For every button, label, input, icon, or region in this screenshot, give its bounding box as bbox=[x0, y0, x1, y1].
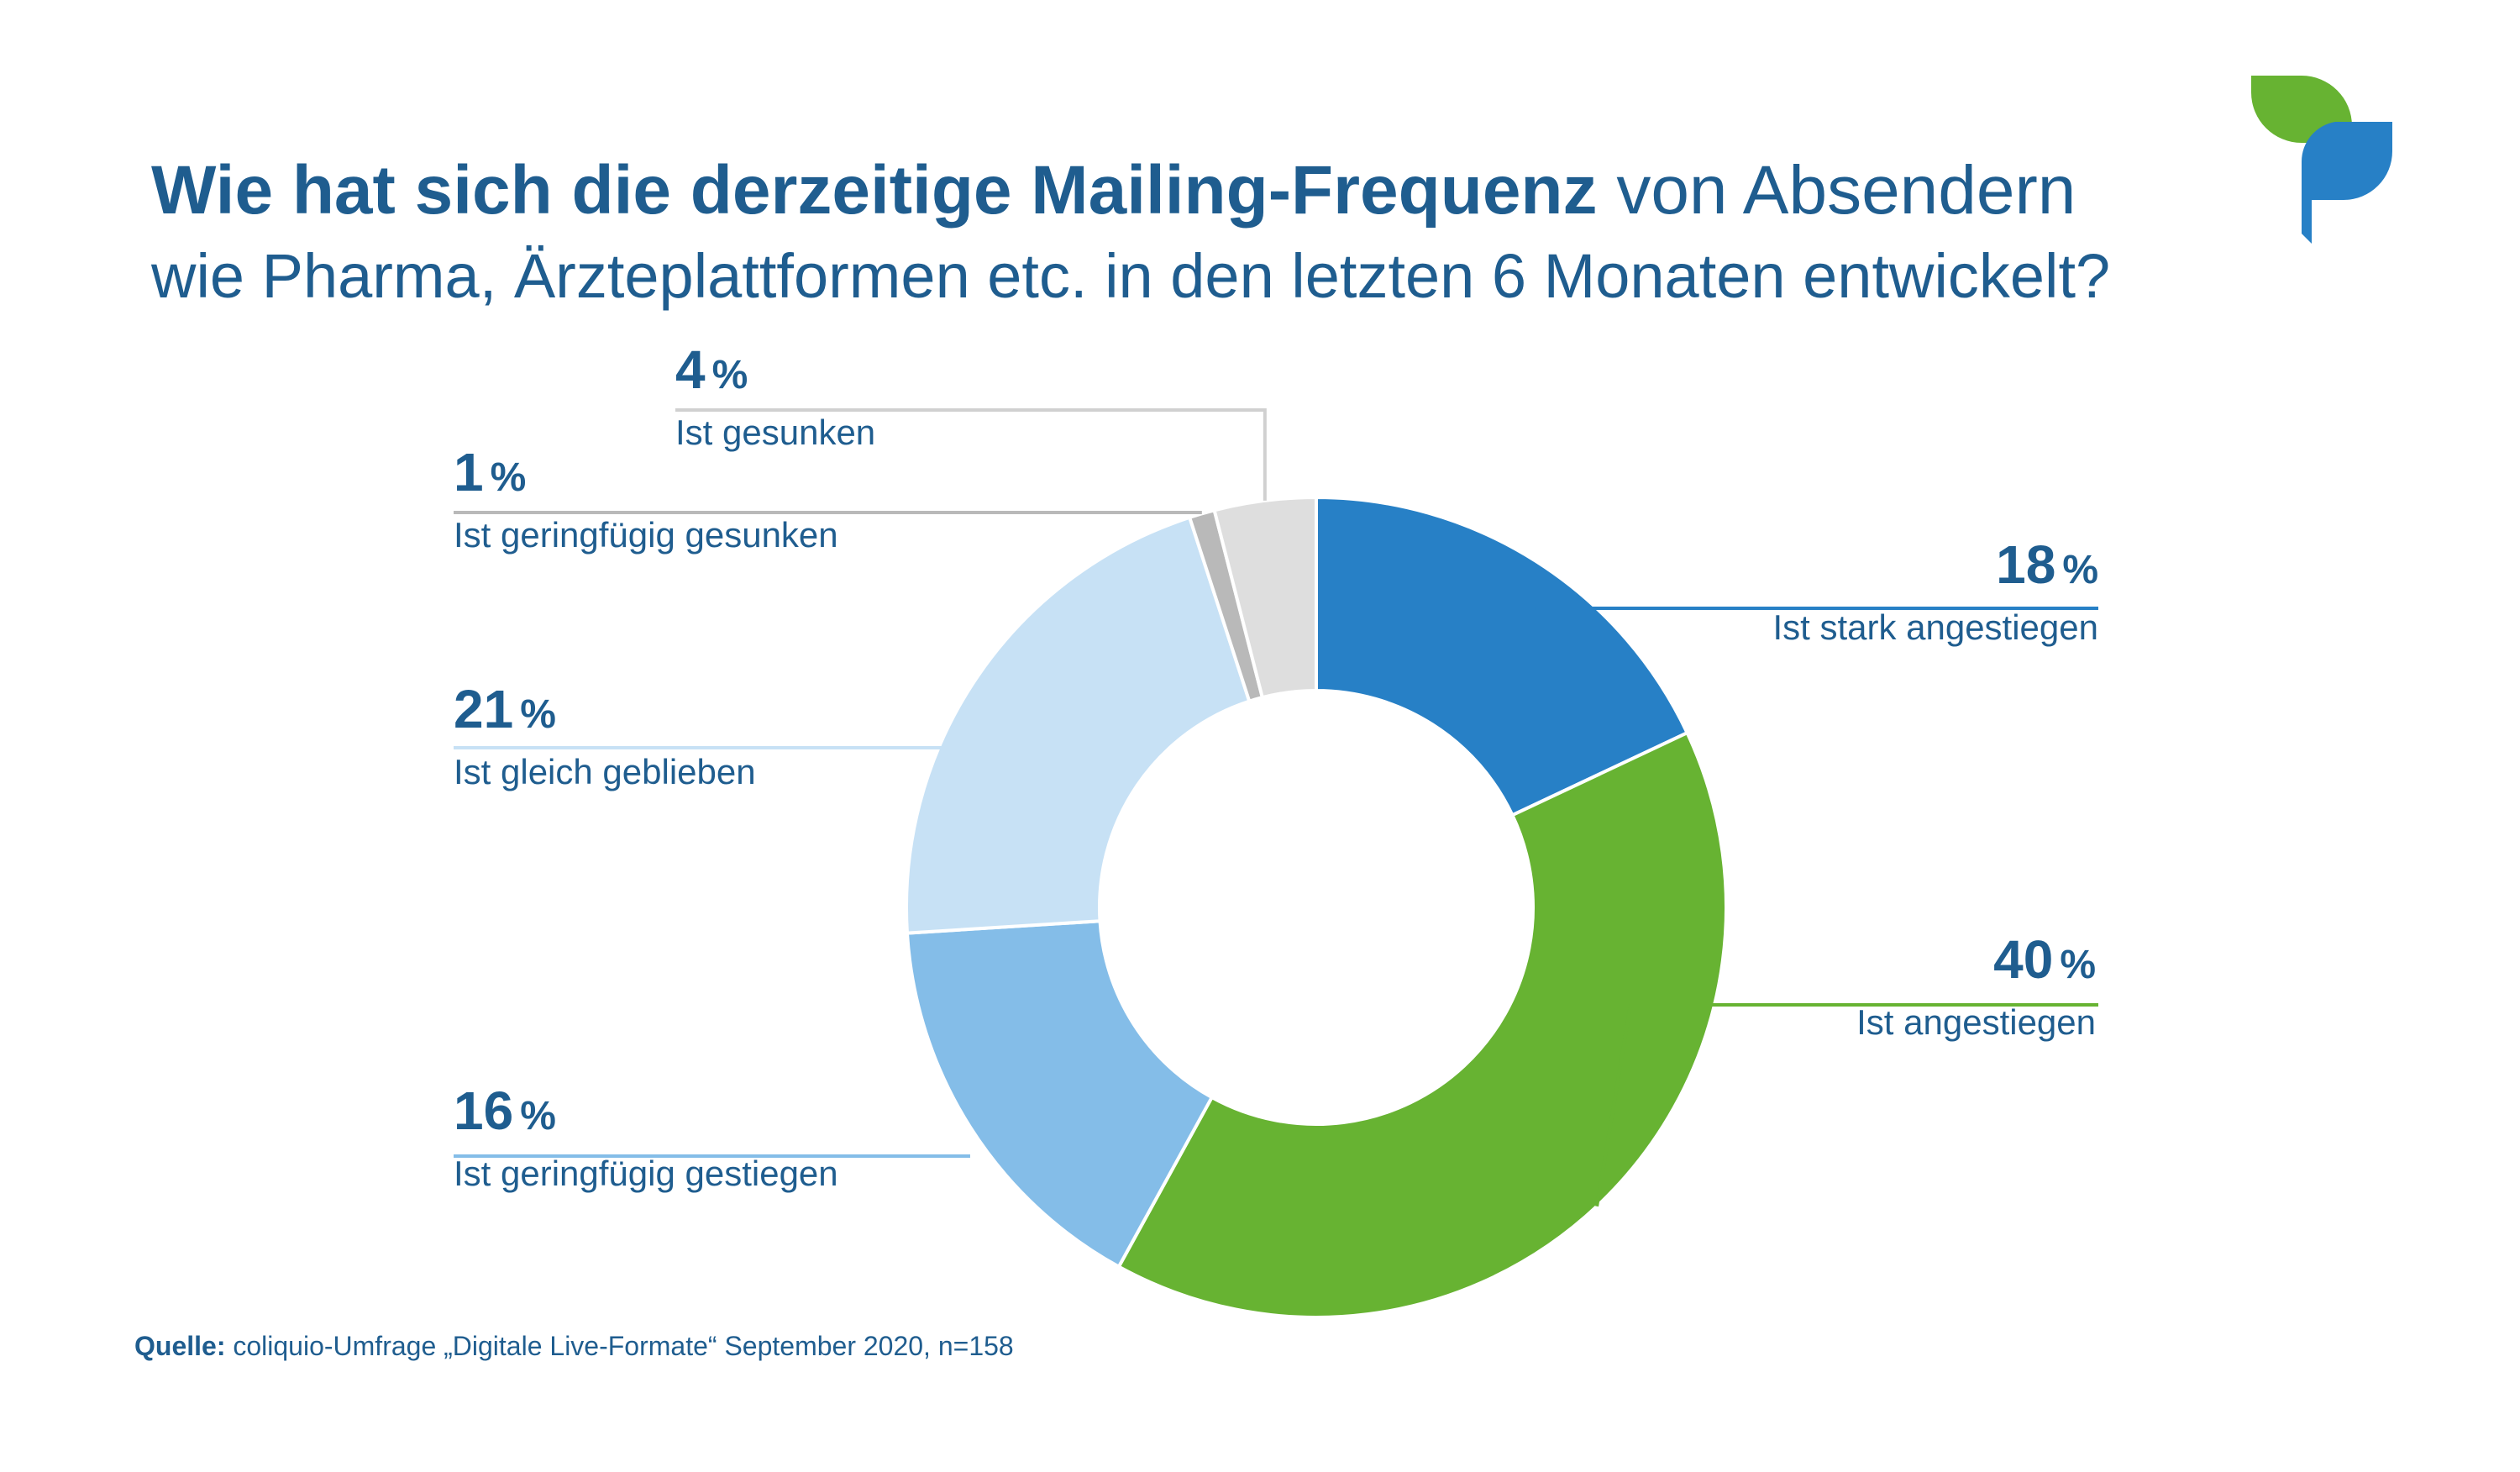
source-text: coliquio-Umfrage „Digitale Live-Formate“… bbox=[225, 1331, 1014, 1361]
label-value: 4 bbox=[675, 339, 706, 400]
label-stark-angestiegen: 18% Ist stark angestiegen bbox=[1772, 538, 2098, 645]
donut-slice-2 bbox=[905, 919, 1215, 1270]
label-unit: % bbox=[520, 1094, 556, 1138]
label-angestiegen: 40% Ist angestiegen bbox=[1856, 933, 2096, 1040]
label-value: 40 bbox=[1993, 929, 2054, 990]
logo-bubble-blue bbox=[2301, 122, 2392, 244]
source-label: Quelle: bbox=[134, 1331, 226, 1361]
label-unit: % bbox=[2060, 943, 2096, 987]
label-text: Ist geringfügig gestiegen bbox=[454, 1154, 838, 1193]
donut-slice-3 bbox=[905, 515, 1252, 935]
label-text: Ist stark angestiegen bbox=[1772, 607, 2098, 647]
label-text: Ist gleich geblieben bbox=[454, 752, 756, 791]
leader-line-5 bbox=[675, 408, 1267, 501]
label-text: Ist gesunken bbox=[675, 413, 876, 452]
chart-title: Wie hat sich die derzeitige Mailing-Freq… bbox=[151, 151, 2076, 230]
label-geringfuegig-gestiegen: 16% Ist geringfügig gestiegen bbox=[454, 1084, 838, 1191]
label-gesunken: 4% Ist gesunken bbox=[675, 343, 875, 450]
title-bold: Wie hat sich die derzeitige Mailing-Freq… bbox=[151, 152, 1598, 229]
label-value: 1 bbox=[454, 442, 484, 502]
title-rest: von Absendern bbox=[1597, 152, 2076, 229]
donut-slice-0 bbox=[1315, 495, 1690, 817]
label-unit: % bbox=[490, 455, 527, 500]
label-unit: % bbox=[520, 692, 556, 737]
label-geringfuegig-gesunken: 1% Ist geringfügig gesunken bbox=[454, 445, 838, 553]
donut-slice-1 bbox=[1116, 730, 1728, 1319]
chart-subtitle: wie Pharma, Ärzteplattformen etc. in den… bbox=[151, 241, 2111, 311]
label-value: 21 bbox=[454, 679, 514, 739]
leader-line-1 bbox=[1595, 1003, 2098, 1207]
label-value: 16 bbox=[454, 1080, 514, 1141]
donut-slice-5 bbox=[1212, 495, 1318, 700]
label-unit: % bbox=[711, 353, 748, 397]
label-gleich-geblieben: 21% Ist gleich geblieben bbox=[454, 682, 756, 790]
label-text: Ist geringfügig gesunken bbox=[454, 515, 838, 555]
coliquio-logo-icon bbox=[2251, 76, 2392, 244]
source-note: Quelle: coliquio-Umfrage „Digitale Live-… bbox=[134, 1331, 1014, 1362]
label-text: Ist angestiegen bbox=[1856, 1002, 2096, 1042]
donut-slices bbox=[905, 495, 1728, 1319]
leader-lines bbox=[454, 408, 2098, 1207]
label-value: 18 bbox=[1996, 534, 2056, 595]
label-unit: % bbox=[2062, 548, 2098, 592]
